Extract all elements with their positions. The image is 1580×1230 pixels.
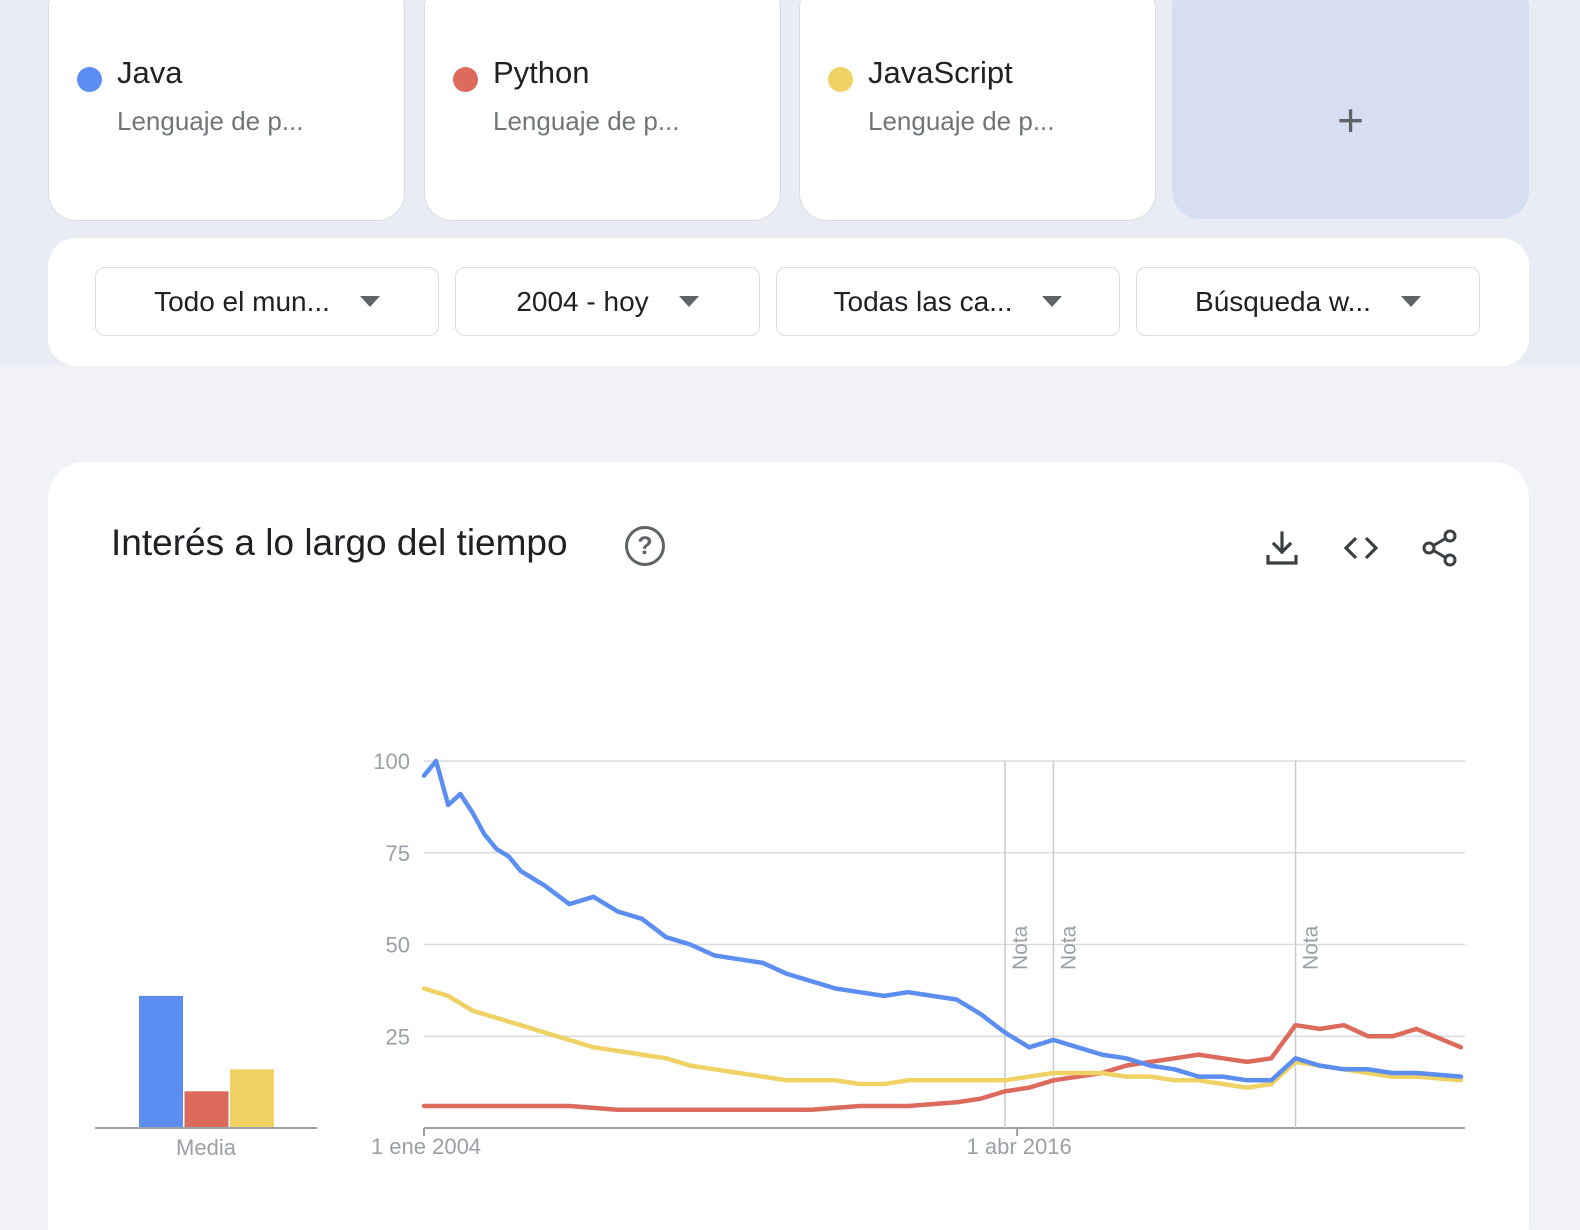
average-bar-python (184, 1091, 229, 1128)
term-card-java[interactable]: Java Lenguaje de p... (48, 0, 405, 221)
caret-down-icon (359, 296, 380, 307)
term-card-python[interactable]: Python Lenguaje de p... (424, 0, 781, 221)
region-filter-dropdown[interactable]: Todo el mun... (95, 267, 439, 336)
javascript-color-dot (828, 67, 853, 92)
download-icon[interactable] (1262, 528, 1302, 568)
average-bar-java (139, 995, 183, 1128)
caret-down-icon (1042, 296, 1063, 307)
series-line-java (421, 758, 1464, 1083)
share-icon[interactable] (1420, 528, 1460, 568)
y-tick-label: 75 (386, 841, 410, 866)
term-subtitle: Lenguaje de p... (493, 106, 680, 136)
interest-over-time-panel: Interés a lo largo del tiempo ? (48, 462, 1529, 1230)
y-tick-label: 100 (373, 749, 410, 774)
search-type-filter-dropdown[interactable]: Búsqueda w... (1136, 267, 1480, 336)
python-color-dot (453, 67, 478, 92)
note-label: Nota (1057, 925, 1080, 970)
category-filter-dropdown[interactable]: Todas las ca... (776, 267, 1120, 336)
average-label: Media (176, 1135, 237, 1160)
x-tick-label: 1 ene 2004 (371, 1134, 481, 1159)
x-tick-label: 1 abr 2016 (967, 1134, 1072, 1159)
help-icon[interactable]: ? (625, 526, 665, 566)
embed-code-icon[interactable] (1341, 528, 1381, 568)
term-subtitle: Lenguaje de p... (117, 106, 304, 136)
plus-icon: + (1337, 93, 1364, 146)
filter-label: 2004 - hoy (516, 285, 649, 317)
panel-title: Interés a lo largo del tiempo (111, 522, 568, 563)
add-comparison-button[interactable]: + (1172, 0, 1529, 219)
term-name: Python (493, 55, 590, 90)
filter-label: Todas las ca... (833, 285, 1013, 317)
term-name: JavaScript (868, 55, 1013, 90)
filter-label: Todo el mun... (154, 285, 330, 317)
java-color-dot (77, 67, 102, 92)
note-label: Nota (1009, 925, 1032, 970)
time-range-filter-dropdown[interactable]: 2004 - hoy (455, 267, 760, 336)
y-tick-label: 25 (386, 1024, 410, 1049)
series-line-python (421, 1022, 1464, 1112)
caret-down-icon (1400, 296, 1421, 307)
y-tick-label: 50 (386, 933, 410, 958)
average-bar-javascript (230, 1069, 274, 1128)
caret-down-icon (678, 296, 699, 307)
filter-label: Búsqueda w... (1195, 285, 1371, 317)
term-card-javascript[interactable]: JavaScript Lenguaje de p... (799, 0, 1156, 221)
series-line-javascript (421, 986, 1464, 1090)
note-label: Nota (1300, 925, 1323, 970)
term-name: Java (117, 55, 183, 90)
term-subtitle: Lenguaje de p... (868, 106, 1055, 136)
filter-bar: Todo el mun... 2004 - hoy Todas las ca..… (48, 238, 1529, 366)
